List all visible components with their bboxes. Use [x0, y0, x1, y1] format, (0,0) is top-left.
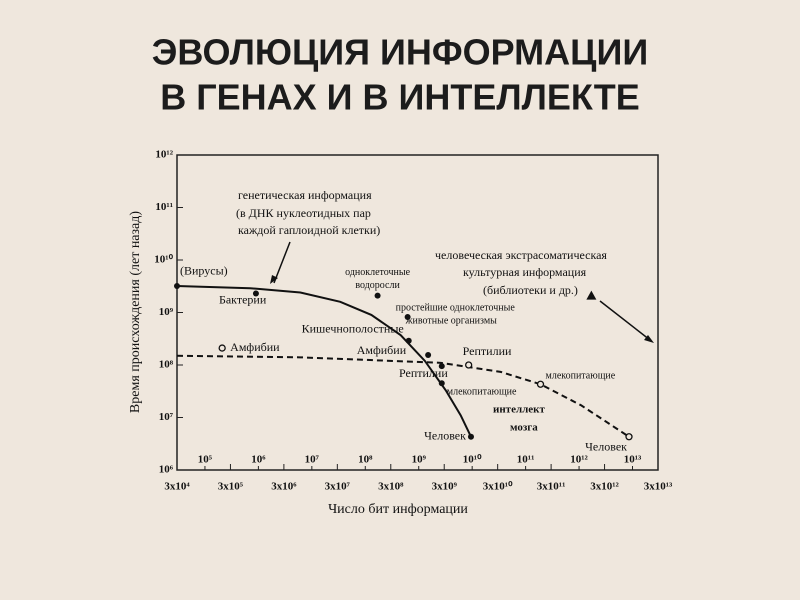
x-tick-label: 3x10⁴	[164, 481, 190, 493]
x-tick-label: 10¹³	[624, 454, 642, 466]
x-tick-label: 10⁵	[198, 454, 213, 466]
y-axis-title: Время происхождения (лет назад)	[128, 211, 143, 413]
x-tick-label: 3x10⁹	[432, 481, 458, 493]
point-label: водоросли	[355, 280, 400, 291]
annotation: каждой гаплоидной клетки)	[238, 223, 380, 237]
point	[465, 361, 473, 369]
point-label: Кишечнополостные	[302, 321, 404, 335]
arrow	[599, 300, 651, 341]
y-tick-label: 10⁹	[159, 306, 174, 318]
point	[536, 380, 545, 388]
y-tick-label: 10⁶	[159, 464, 174, 476]
point-label: Амфибии	[357, 343, 407, 357]
point	[425, 352, 432, 359]
series-line	[176, 284, 472, 438]
point	[374, 292, 381, 299]
x-tick-label: 10⁶	[251, 454, 266, 466]
x-tick-label: 3x10¹⁰	[483, 481, 513, 493]
point	[174, 282, 180, 289]
point	[218, 344, 226, 352]
point-label: простейшие одноклеточные	[396, 302, 516, 313]
x-tick-label: 10¹¹	[517, 454, 535, 466]
point-label: Человек	[585, 439, 627, 453]
annotation: мозга	[510, 422, 538, 434]
point	[438, 380, 445, 387]
x-tick-label: 3x10¹²	[590, 481, 619, 493]
annotation: культурная информация	[463, 265, 587, 279]
title-line: В ГЕНАХ И В ИНТЕЛЛЕКТЕ	[160, 77, 640, 118]
arrow	[273, 241, 291, 284]
point-label: Амфибии	[230, 340, 280, 354]
point	[586, 290, 597, 300]
point-label: животные организмы	[405, 315, 498, 326]
annotation: человеческая экстрасоматическая	[435, 248, 607, 262]
y-tick-label: 10¹⁰	[154, 254, 173, 266]
point-label: Рептилии	[399, 366, 448, 380]
point-label: Бактерии	[219, 292, 267, 306]
x-tick-label: 3x10⁸	[378, 481, 404, 493]
x-tick-label: 3x10⁷	[325, 481, 351, 493]
x-tick-label: 3x10¹¹	[537, 481, 566, 493]
point	[405, 337, 412, 344]
point-label: одноклеточные	[345, 267, 411, 278]
x-tick-label: 3x10¹³	[644, 481, 673, 493]
title-line: ЭВОЛЮЦИЯ ИНФОРМАЦИИ	[152, 32, 648, 73]
x-tick-label: 10⁷	[305, 454, 320, 466]
annotation: (библиотеки и др.)	[483, 283, 578, 297]
x-tick-label: 3x10⁵	[218, 481, 244, 493]
x-tick-label: 3x10⁶	[271, 481, 297, 493]
y-tick-label: 10¹²	[155, 149, 173, 161]
x-tick-label: 10¹²	[570, 454, 588, 466]
arrowhead	[270, 275, 278, 284]
point	[467, 433, 474, 440]
x-tick-label: 10⁹	[412, 454, 427, 466]
annotation: генетическая информация	[238, 188, 372, 202]
x-tick-label: 10⁸	[358, 454, 373, 466]
annotation: (в ДНК нуклеотидных пар	[236, 206, 371, 220]
series-line	[176, 354, 630, 438]
arrowhead	[644, 335, 654, 343]
point	[625, 433, 633, 441]
point	[438, 363, 445, 370]
point	[252, 290, 259, 297]
y-tick-label: 10⁷	[159, 411, 174, 423]
point-label: млекопитающие	[447, 387, 517, 398]
y-tick-label: 10⁸	[159, 359, 174, 371]
x-tick-label: 10¹⁰	[463, 454, 482, 466]
annotation: интеллект	[493, 404, 546, 416]
point-label: Человек	[424, 428, 466, 442]
point-label: (Вирусы)	[180, 264, 228, 278]
point-label: млекопитающие	[546, 371, 616, 382]
point	[404, 314, 411, 321]
x-axis-title: Число бит информации	[328, 502, 468, 517]
point-label: Рептилии	[463, 344, 512, 358]
y-tick-label: 10¹¹	[155, 201, 173, 213]
